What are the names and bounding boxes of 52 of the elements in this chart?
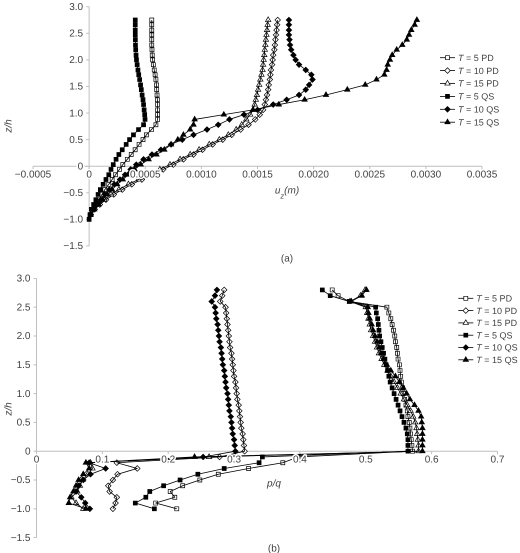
legend-label: T = 15 PD [476, 318, 518, 328]
y-tick-label: 3.0 [16, 274, 31, 285]
x-tick-label: 0.5 [358, 454, 374, 466]
legend-label: T = 5 QS [476, 330, 513, 340]
legend-label: T = 5 PD [476, 293, 513, 304]
legend-label: T = 15 PD [458, 78, 500, 89]
y-tick-label: −1.5 [10, 532, 31, 544]
x-axis-title: p/q [266, 478, 282, 490]
legend-label: T = 15 QS [476, 354, 518, 365]
legend-label: T = 10 PD [458, 66, 500, 76]
x-tick-label: 0.4 [292, 454, 308, 466]
x-tick-label: 0.7 [490, 454, 505, 466]
legend-label: T = 5 QS [458, 92, 494, 102]
x-tick-label: 0.0035 [466, 169, 498, 180]
y-tick-label: −0.5 [10, 475, 31, 486]
y-tick-label: 0 [24, 446, 31, 458]
y-axis-title: z/h [4, 402, 14, 417]
x-tick-label: 0.2 [161, 454, 176, 466]
y-tick-label: −1.5 [63, 241, 84, 252]
x-tick-label: 0.0025 [354, 169, 386, 180]
y-tick-label: −1.0 [63, 214, 84, 226]
y-tick-label: 0 [78, 161, 84, 172]
y-tick-label: 0.5 [16, 418, 31, 429]
y-tick-label: 1.0 [16, 388, 31, 400]
y-tick-label: 2.0 [16, 331, 31, 342]
y-tick-label: 1.0 [69, 108, 84, 120]
y-tick-label: 0.5 [69, 134, 84, 146]
legend-label: T = 10 QS [458, 104, 500, 114]
x-axis-title: u$_{z}$(m) [274, 186, 300, 200]
y-axis-title: z/h [4, 118, 14, 134]
legend-label: T = 5 PD [458, 52, 494, 63]
legend-label: T = 10 QS [476, 342, 518, 353]
y-tick-label: 2.0 [69, 55, 84, 66]
y-tick-label: 1.5 [69, 82, 84, 93]
x-tick-label: 0 [86, 169, 92, 180]
text: (a) [280, 254, 294, 264]
x-tick-label: 0.6 [424, 454, 440, 466]
legend-label: T = 15 QS [458, 117, 500, 128]
x-tick-label: −0.0005 [14, 169, 52, 180]
x-tick-label: 0.0020 [298, 169, 330, 180]
y-tick-label: 2.5 [16, 302, 31, 314]
x-tick-label: 0.3 [227, 454, 242, 466]
x-tick-label: 0.0030 [410, 169, 442, 180]
x-tick-label: 0 [34, 454, 40, 466]
y-tick-label: −1.0 [10, 504, 31, 515]
y-tick-label: 2.5 [69, 28, 84, 40]
x-tick-label: 0.0010 [186, 169, 218, 180]
y-tick-label: −0.5 [63, 188, 84, 200]
y-tick-label: 1.5 [16, 360, 31, 371]
y-tick-label: 3.0 [69, 2, 84, 13]
legend-label: T = 10 PD [476, 306, 518, 316]
x-tick-label: 0.0015 [242, 169, 274, 180]
